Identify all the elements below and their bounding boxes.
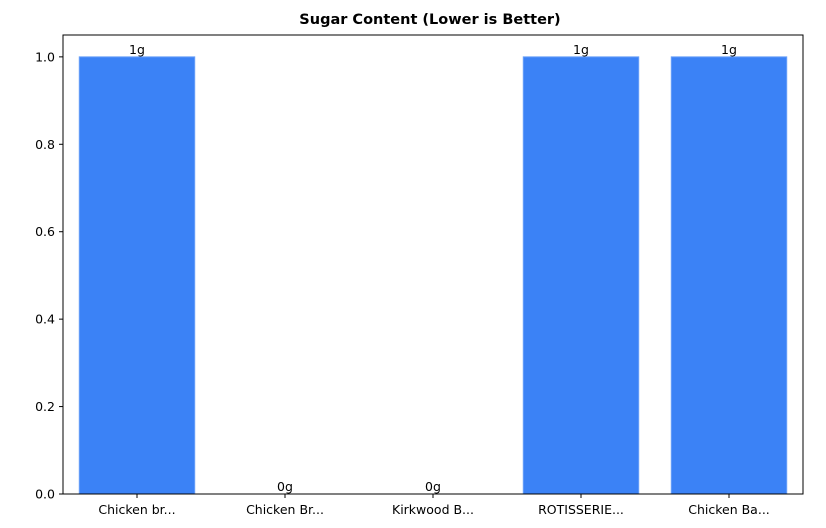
bar-0 <box>78 56 196 495</box>
data-label-2: 0g <box>425 479 441 494</box>
bar-4 <box>670 56 788 495</box>
plot-frame <box>62 34 804 495</box>
bars-group <box>78 56 788 495</box>
data-label-0: 1g <box>129 42 145 57</box>
y-tick-label-3: 0.6 <box>35 224 55 239</box>
y-tick-label-0: 0.0 <box>35 487 55 502</box>
y-axis: 0.0 0.2 0.4 0.6 0.8 1.0 <box>35 49 63 502</box>
data-label-4: 1g <box>721 42 737 57</box>
x-tick-label-1: Chicken Br... <box>246 502 324 517</box>
data-label-3: 1g <box>573 42 589 57</box>
x-axis: Chicken br... Chicken Br... Kirkwood B... R… <box>98 494 770 517</box>
bar-3 <box>522 56 640 495</box>
y-tick-label-1: 0.2 <box>35 399 55 414</box>
y-tick-label-5: 1.0 <box>35 49 55 64</box>
y-tick-label-2: 0.4 <box>35 312 55 327</box>
y-tick-label-4: 0.8 <box>35 137 55 152</box>
data-label-1: 0g <box>277 479 293 494</box>
data-labels-group: 1g 0g 0g 1g 1g <box>129 42 737 494</box>
x-tick-label-2: Kirkwood B... <box>392 502 474 517</box>
x-tick-label-4: Chicken Ba... <box>688 502 770 517</box>
x-tick-label-0: Chicken br... <box>98 502 175 517</box>
chart-title: Sugar Content (Lower is Better) <box>299 12 560 28</box>
x-tick-label-3: ROTISSERIE... <box>538 502 624 517</box>
